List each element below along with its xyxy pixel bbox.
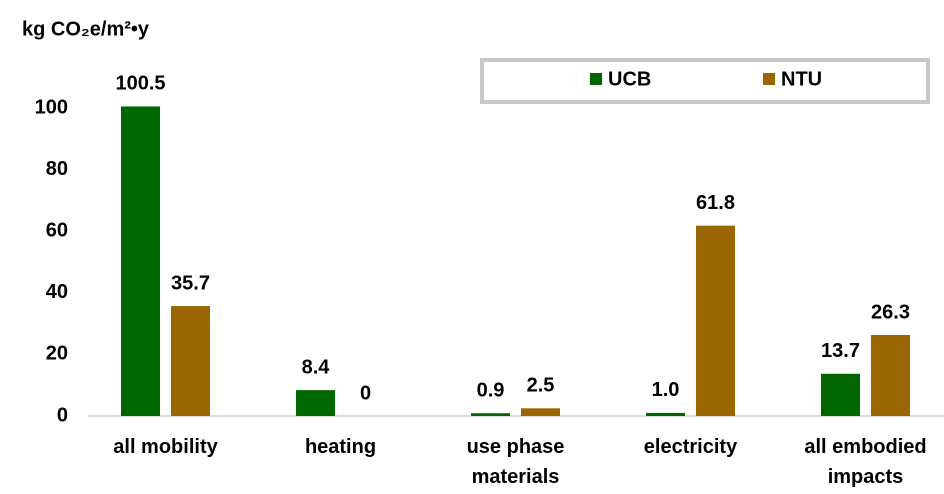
x-tick-label: electricity [644, 436, 738, 458]
y-axis-label: kg CO₂e/m²•y [22, 18, 150, 40]
bar [121, 106, 160, 417]
data-label: 0 [360, 382, 371, 404]
data-label: 35.7 [171, 272, 210, 294]
data-label: 13.7 [821, 340, 860, 362]
y-tick-label: 40 [46, 281, 68, 303]
bar [171, 306, 210, 416]
data-label: 0.9 [477, 380, 505, 402]
legend-swatch [763, 73, 775, 85]
y-tick-label: 20 [46, 343, 68, 365]
bar [871, 334, 910, 416]
data-label: 1.0 [652, 379, 680, 401]
x-tick-label: all embodied impacts [804, 436, 926, 488]
x-tick-label: all mobility [113, 436, 218, 458]
y-tick-label: 60 [46, 219, 68, 241]
legend-label: NTU [781, 68, 822, 90]
legend-box [480, 58, 930, 104]
data-label: 2.5 [527, 375, 555, 397]
legend-swatch [590, 73, 602, 85]
bar [696, 225, 735, 416]
bar [646, 412, 685, 416]
bar [471, 413, 510, 416]
data-label: 8.4 [302, 356, 331, 378]
data-label: 61.8 [696, 192, 735, 214]
legend-label: UCB [608, 68, 651, 90]
data-label: 26.3 [871, 301, 910, 323]
y-tick-label: 100 [35, 96, 68, 118]
bar [296, 390, 335, 416]
x-tick-label: heating [305, 436, 376, 458]
data-label: 100.5 [115, 73, 165, 95]
x-tick-label: use phase materials [467, 436, 565, 488]
y-tick-label: 0 [57, 404, 68, 426]
y-tick-label: 80 [46, 158, 68, 180]
bar [521, 408, 560, 416]
bar [821, 373, 860, 416]
